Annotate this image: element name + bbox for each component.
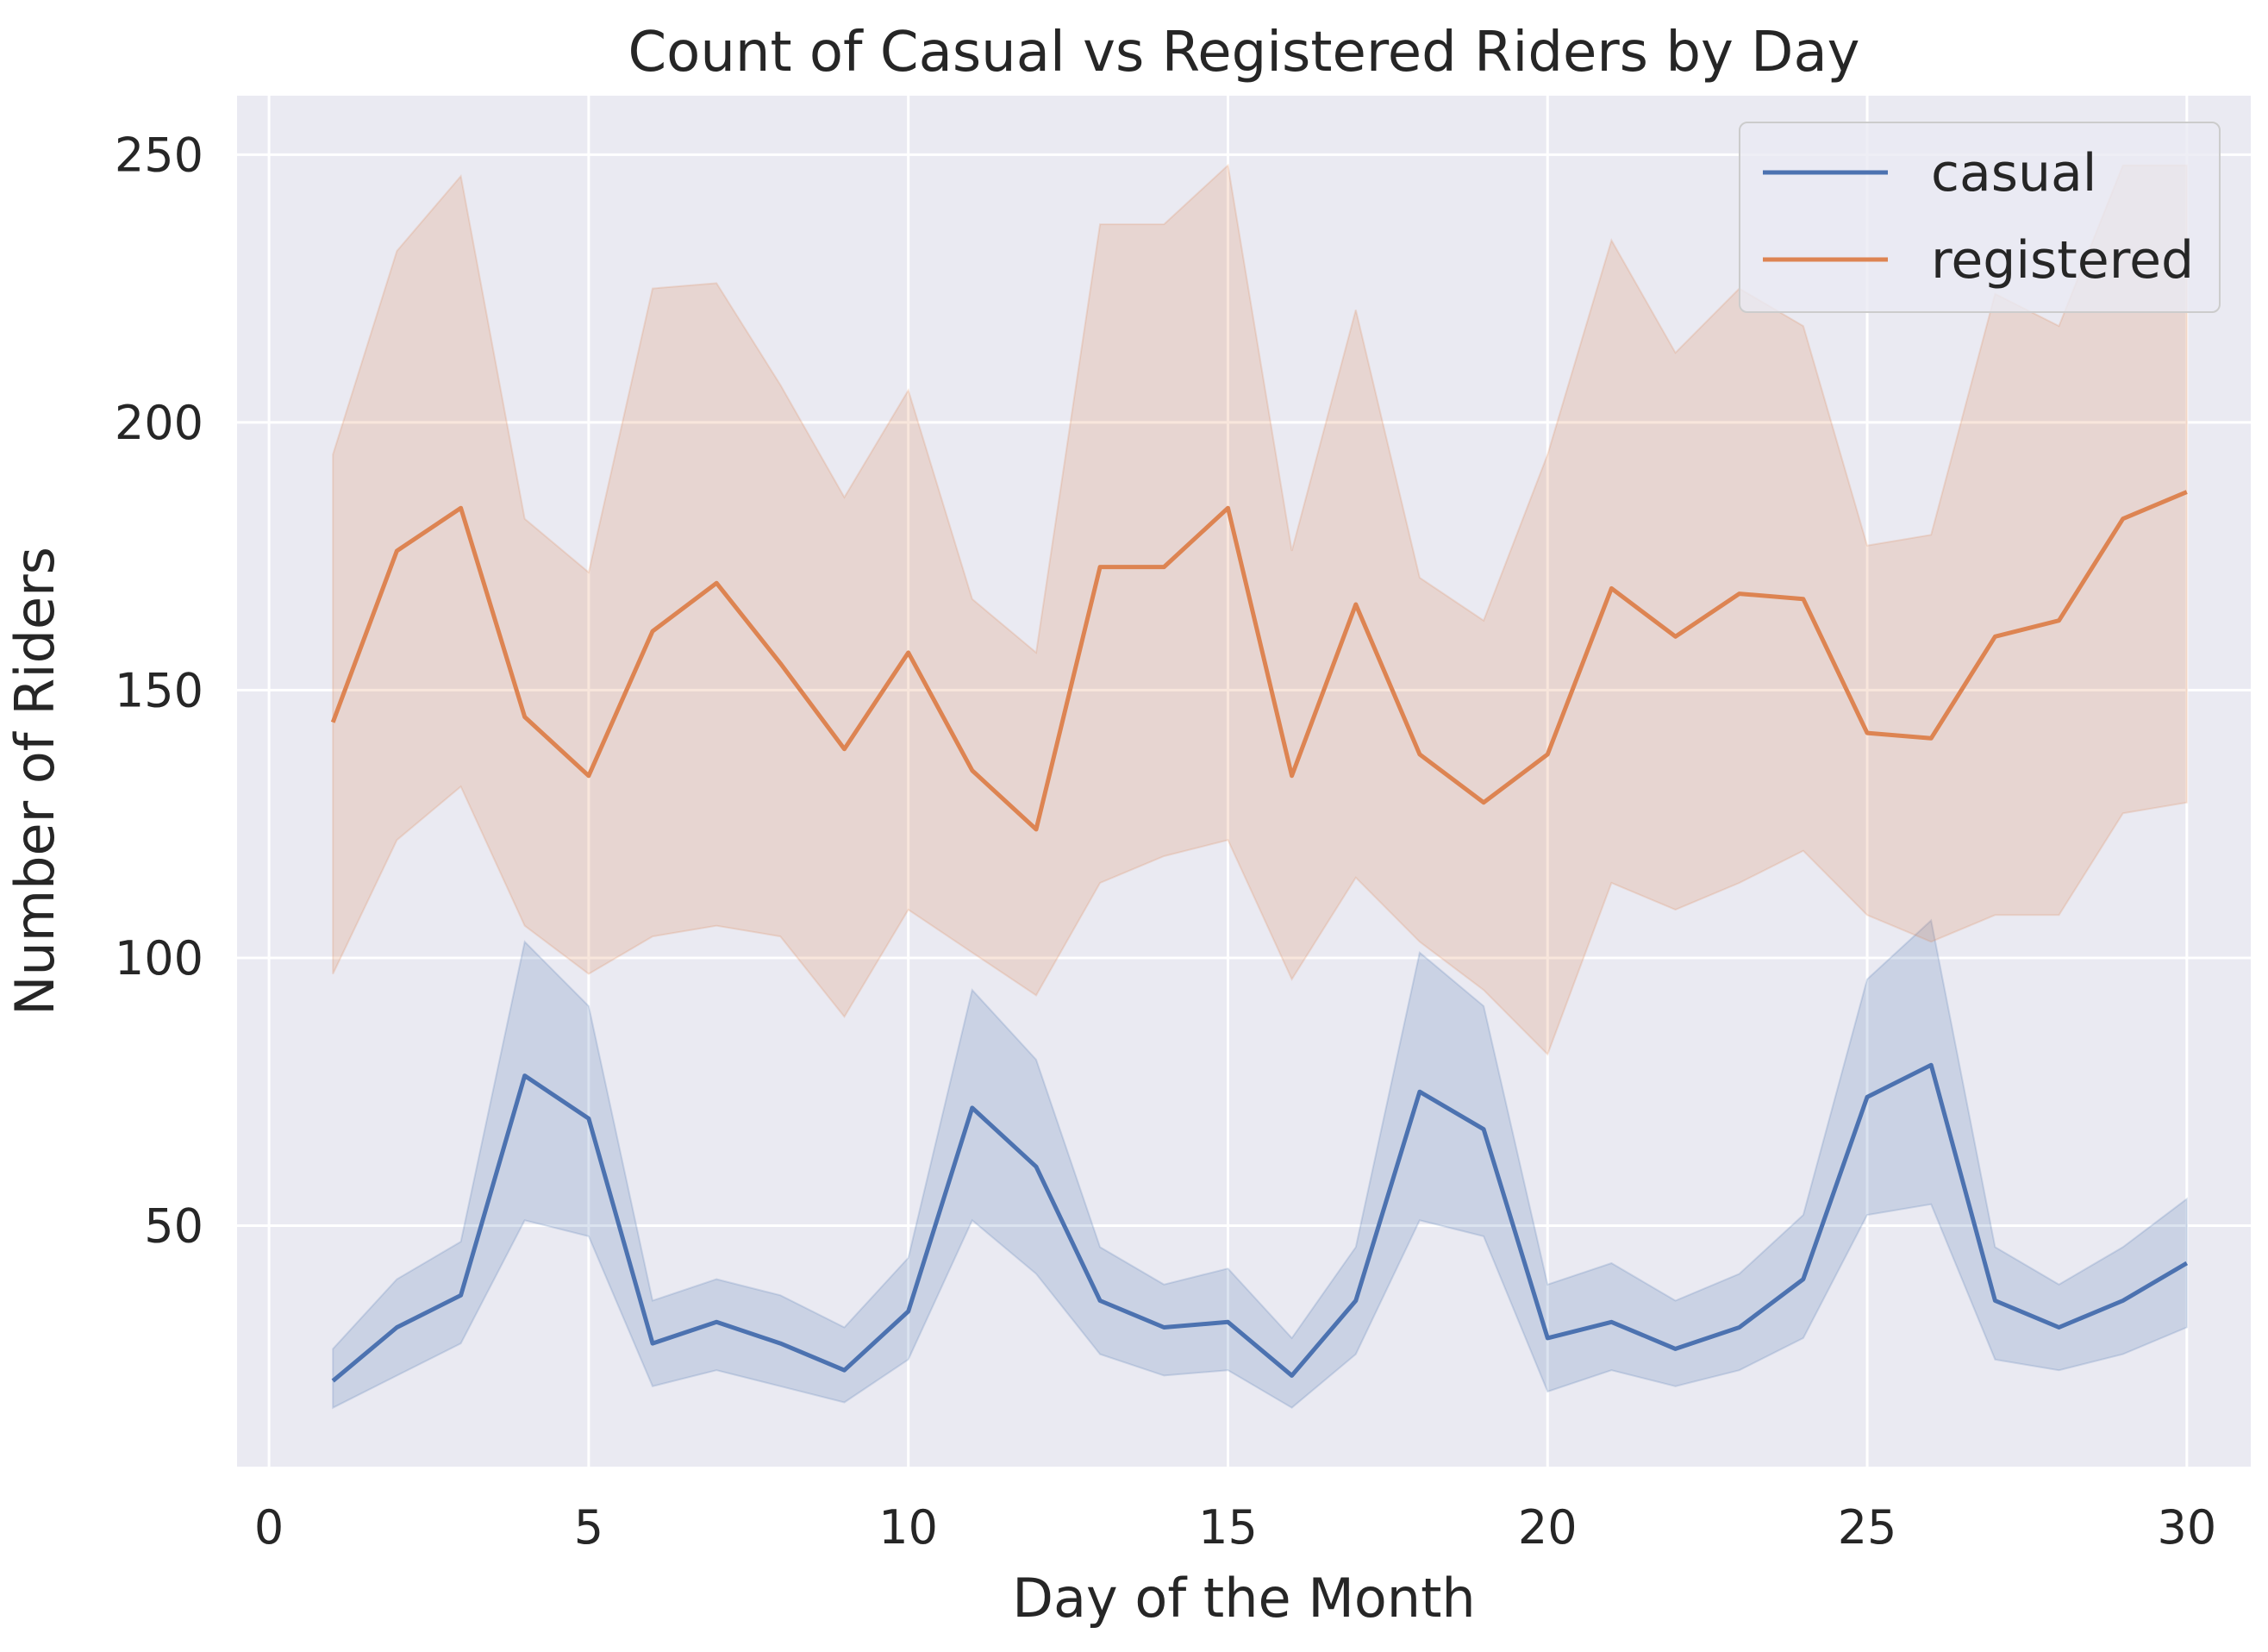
confidence-band-registered	[332, 163, 2188, 1056]
x-tick-label: 25	[1838, 1500, 1897, 1555]
chart-title: Count of Casual vs Registered Riders by …	[628, 21, 1859, 84]
series-line-casual	[331, 1062, 2189, 1383]
y-tick-label: 50	[144, 1199, 203, 1254]
x-tick-label: 30	[2157, 1500, 2216, 1555]
y-axis-label: Number of Riders	[3, 547, 66, 1016]
y-tick-label: 100	[115, 931, 203, 986]
y-axis-ticks: 50 100 150 200 250	[115, 128, 203, 1253]
legend-label-casual: casual	[1931, 143, 2096, 203]
legend-label-registered: registered	[1931, 230, 2194, 291]
x-axis-label: Day of the Month	[1012, 1567, 1475, 1630]
y-tick-label: 150	[115, 663, 203, 717]
series-line-registered	[330, 490, 2188, 832]
x-tick-label: 20	[1518, 1500, 1578, 1555]
confidence-bands	[332, 163, 2188, 1410]
x-tick-label: 10	[878, 1500, 938, 1555]
y-tick-label: 250	[115, 128, 203, 182]
x-tick-label: 5	[574, 1500, 603, 1555]
y-tick-label: 200	[115, 396, 203, 450]
x-tick-label: 0	[254, 1500, 284, 1555]
x-tick-label: 15	[1198, 1500, 1258, 1555]
legend-box	[1739, 122, 2221, 313]
x-axis-ticks: 0 5 10 15 20 25 30	[254, 1500, 2216, 1555]
legend: casual registered	[1739, 122, 2221, 313]
confidence-band-casual	[332, 918, 2188, 1410]
grid-lines	[237, 96, 2251, 1467]
series-lines	[330, 490, 2189, 1383]
plot-area	[237, 96, 2251, 1467]
